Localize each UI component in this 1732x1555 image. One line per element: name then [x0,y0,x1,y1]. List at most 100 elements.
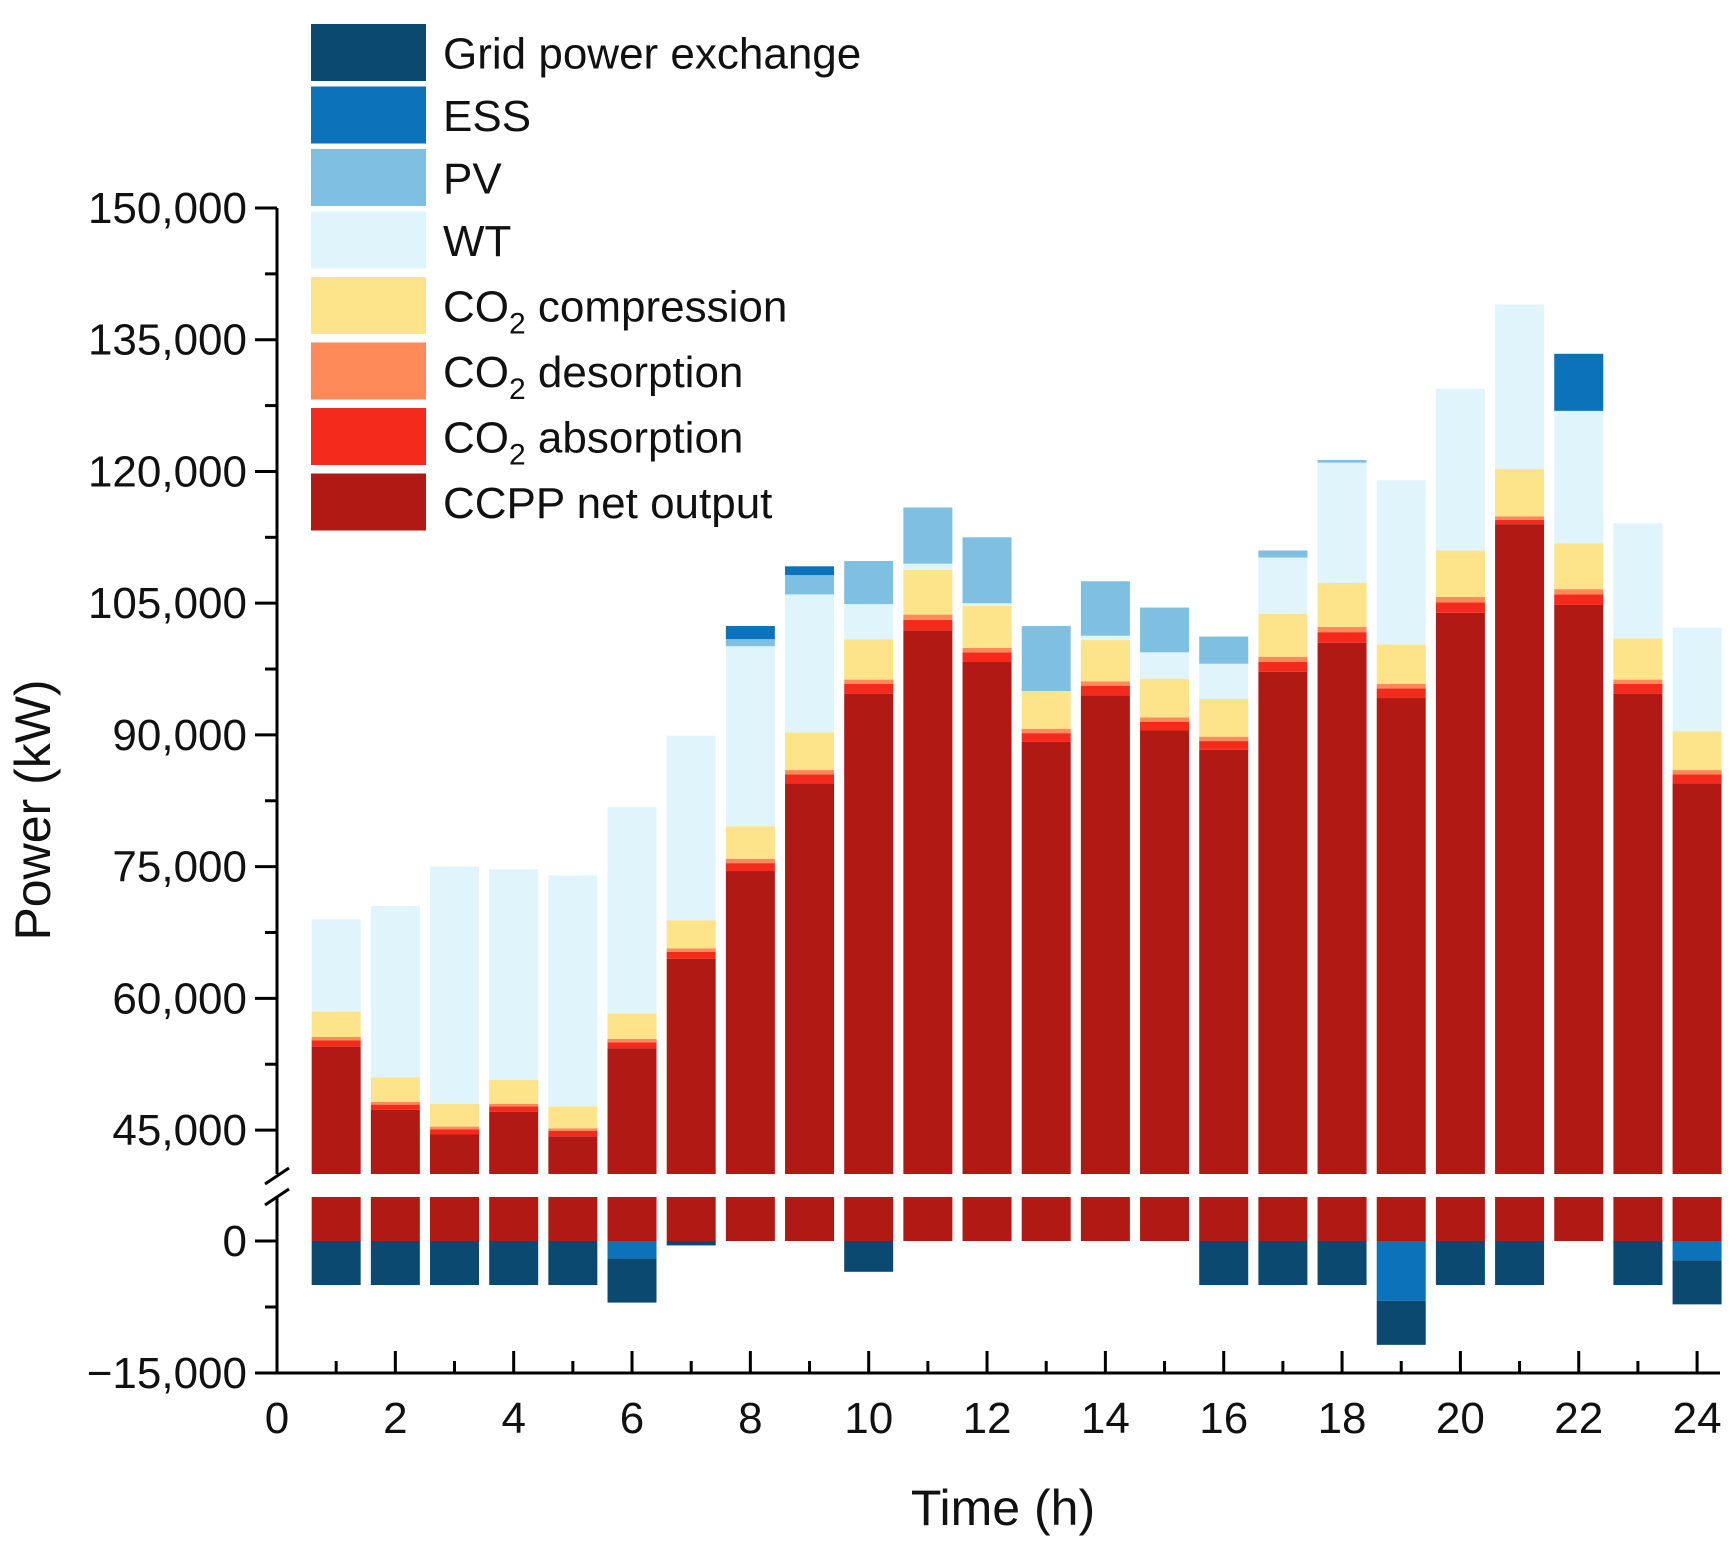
bar-ess-hour-22 [1554,353,1604,411]
bar-ess-hour-8 [725,626,775,640]
bar-co2-desorption-hour-8 [725,858,775,864]
bar-ccpp-net-output-hour-5 [548,1136,598,1174]
bar-co2-desorption-hour-24 [1672,770,1722,775]
bar-wt-hour-5 [548,875,598,1107]
bar-co2-absorption-hour-22 [1554,594,1604,605]
bar-co2-desorption-hour-13 [1021,728,1071,734]
bar-ccpp-net-output-hour-11 [903,630,953,1174]
bar-ccpp-net-output-hour-14 [1080,1197,1130,1241]
bar-co2-compression-hour-23 [1613,638,1663,680]
bar-ccpp-net-output-hour-21 [1495,1197,1545,1241]
bar-co2-compression-hour-14 [1080,640,1130,682]
bar-ccpp-net-output-hour-21 [1495,524,1545,1174]
bar-ccpp-net-output-hour-22 [1554,604,1604,1174]
bar-ccpp-net-output-hour-3 [430,1197,480,1241]
legend-swatch-grid-power-exchange [311,24,426,81]
bar-co2-compression-hour-16 [1199,698,1249,737]
bar-ccpp-net-output-hour-3 [430,1134,480,1174]
bar-ccpp-net-output-hour-13 [1021,741,1071,1174]
bar-ccpp-net-output-hour-14 [1080,695,1130,1174]
y-axis-title: Power (kW) [5,679,61,940]
y-tick-label: −15,000 [87,1349,247,1398]
bar-ccpp-net-output-hour-1 [311,1046,361,1174]
bar-wt-hour-22 [1554,410,1604,544]
bar-ccpp-net-output-hour-4 [489,1197,539,1241]
bar-co2-desorption-hour-23 [1613,679,1663,684]
bar-co2-compression-hour-2 [370,1077,420,1102]
bar-ccpp-net-output-hour-7 [666,958,716,1174]
bar-ccpp-net-output-hour-4 [489,1111,539,1174]
bar-co2-compression-hour-18 [1317,582,1367,627]
bar-ccpp-net-output-hour-10 [844,693,894,1174]
bar-co2-desorption-hour-5 [548,1128,598,1131]
bar-ccpp-net-output-hour-2 [370,1109,420,1174]
legend-swatch-co2-compression [311,277,426,334]
bar-co2-absorption-hour-11 [903,619,953,631]
bar-ccpp-net-output-hour-8 [725,1197,775,1241]
bar-co2-absorption-hour-3 [430,1129,480,1135]
bar-pv-hour-15 [1140,607,1190,653]
legend-label-co2-desorption: CO2 desorption [443,348,743,406]
bar-wt-hour-23 [1613,523,1663,639]
bar-co2-absorption-hour-1 [311,1040,361,1047]
bar-grid-power-exchange-hour-1 [311,1241,361,1285]
bar-wt-hour-24 [1672,627,1722,732]
bar-co2-desorption-hour-2 [370,1101,420,1105]
bar-co2-compression-hour-15 [1140,678,1190,718]
bar-ccpp-net-output-hour-24 [1672,1197,1722,1241]
bar-co2-absorption-hour-10 [844,683,894,694]
bar-ccpp-net-output-hour-12 [962,662,1012,1174]
y-tick-label: 150,000 [88,184,247,233]
bar-co2-absorption-hour-23 [1613,683,1663,694]
bar-co2-absorption-hour-14 [1080,685,1130,696]
y-tick-label: 45,000 [112,1106,247,1155]
x-tick-label: 20 [1436,1394,1485,1443]
legend: Grid power exchange ESS PV WT CO2 compressio… [311,24,861,531]
bar-co2-compression-hour-17 [1258,613,1308,657]
bar-co2-desorption-hour-19 [1376,683,1426,689]
x-tick-label: 18 [1318,1394,1367,1443]
bar-co2-absorption-hour-5 [548,1130,598,1137]
legend-label-co2-absorption: CO2 absorption [443,414,743,472]
bar-ccpp-net-output-hour-17 [1258,1197,1308,1241]
bar-co2-compression-hour-9 [785,732,835,771]
bar-grid-power-exchange-hour-4 [489,1241,539,1285]
y-tick-label: 90,000 [112,711,247,760]
legend-label-co2-compression: CO2 compression [443,283,787,341]
legend-label-ccpp-net-output: CCPP net output [443,479,772,528]
bar-grid-power-exchange-hour-24 [1672,1260,1722,1305]
legend-label-ess: ESS [443,92,531,141]
bar-wt-hour-21 [1495,304,1545,469]
bar-wt-hour-2 [370,906,420,1078]
bar-co2-desorption-hour-16 [1199,736,1249,742]
bar-grid-power-exchange-hour-19 [1376,1300,1426,1345]
bar-co2-absorption-hour-6 [607,1042,657,1049]
y-tick-label: 105,000 [88,579,247,628]
bar-ccpp-net-output-hour-13 [1021,1197,1071,1241]
bar-ccpp-net-output-hour-16 [1199,1197,1249,1241]
bar-grid-power-exchange-hour-7 [666,1241,716,1246]
bar-co2-compression-hour-6 [607,1013,657,1039]
bar-co2-absorption-hour-20 [1435,602,1485,613]
bar-wt-hour-10 [844,604,894,640]
bar-co2-absorption-hour-8 [725,863,775,872]
legend-label-wt: WT [443,217,511,266]
bar-co2-compression-hour-10 [844,639,894,680]
bar-pv-hour-18 [1317,460,1367,463]
bar-co2-compression-hour-19 [1376,644,1426,684]
bar-wt-hour-4 [489,869,539,1081]
x-tick-label: 22 [1554,1394,1603,1443]
bar-co2-desorption-hour-21 [1495,516,1545,520]
bar-wt-hour-7 [666,735,716,921]
bar-co2-absorption-hour-12 [962,652,1012,663]
bar-co2-compression-hour-1 [311,1011,361,1038]
bar-ccpp-net-output-hour-22 [1554,1197,1604,1241]
bar-co2-compression-hour-22 [1554,543,1604,590]
bar-pv-hour-14 [1080,581,1130,636]
legend-label-pv: PV [443,155,502,204]
bar-ccpp-net-output-hour-7 [666,1197,716,1241]
bar-co2-desorption-hour-4 [489,1103,539,1107]
x-tick-label: 14 [1081,1394,1130,1443]
bar-grid-power-exchange-hour-2 [370,1241,420,1285]
bar-grid-power-exchange-hour-21 [1495,1241,1545,1285]
